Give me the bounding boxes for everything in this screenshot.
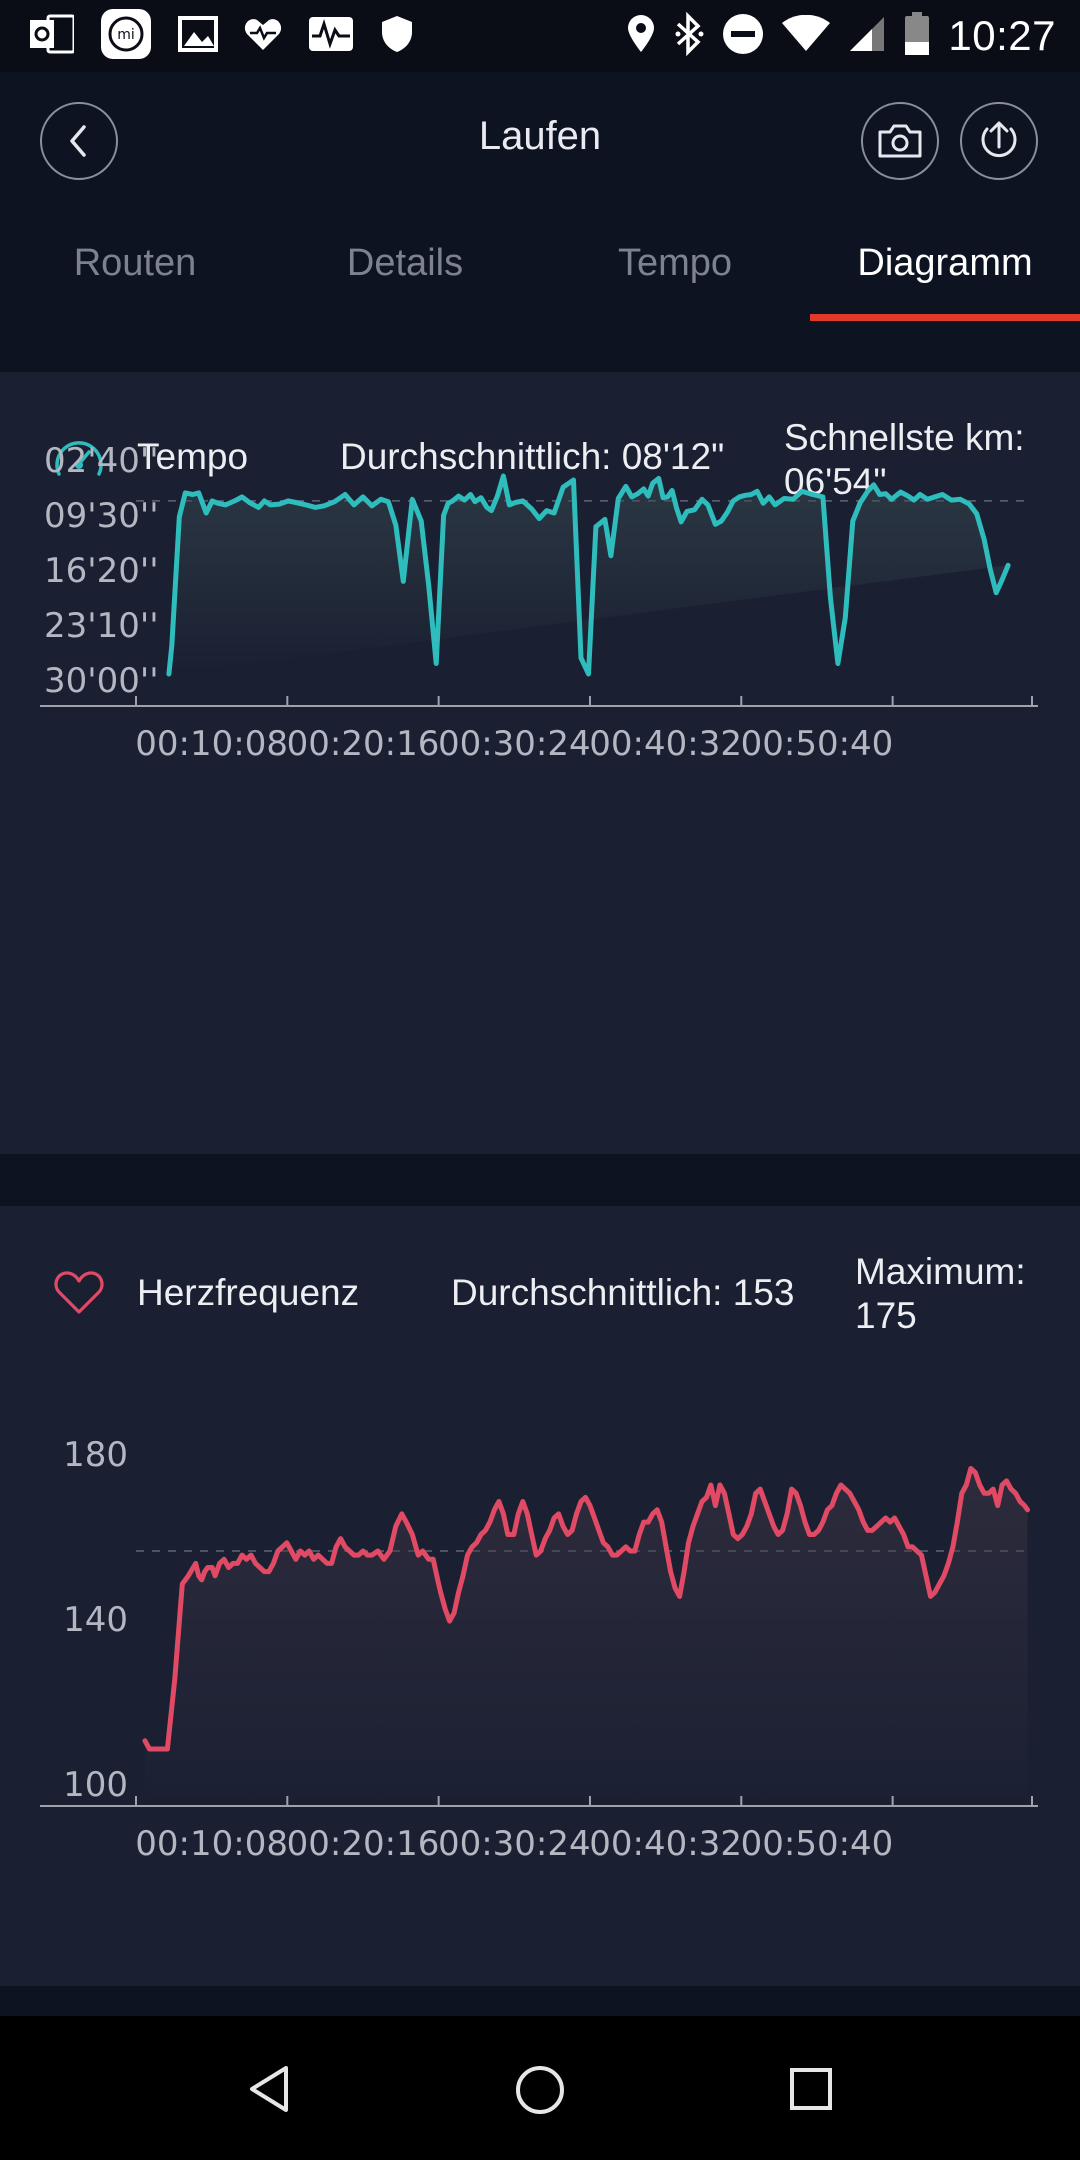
camera-icon: [878, 124, 922, 158]
y-tick-label: 23'10'': [44, 606, 159, 646]
x-tick-label: 00:40:32: [589, 1824, 742, 1864]
y-tick-label: 09'30'': [44, 496, 159, 536]
clock: 10:27: [948, 12, 1056, 59]
wifi-icon: [782, 14, 831, 58]
location-icon: [626, 14, 656, 59]
tab-diagramm[interactable]: Diagramm: [857, 242, 1033, 284]
app-bar: Laufen: [0, 72, 1080, 212]
tab-bar: Routen Details Tempo Diagramm: [0, 212, 1080, 324]
notification-icons: mi: [30, 8, 414, 59]
active-tab-indicator: [810, 314, 1080, 321]
svg-text:mi: mi: [117, 27, 135, 43]
page-title: Laufen: [478, 114, 602, 158]
share-button[interactable]: [960, 102, 1038, 180]
upload-icon: [981, 121, 1017, 158]
outlook-icon: [30, 14, 76, 59]
x-tick-label: 00:10:08: [135, 1824, 288, 1864]
tempo-chart: 00:10:08 00:20:16 00:30:24 00:40:32 00:50:40…: [0, 441, 1080, 1052]
back-triangle-icon[interactable]: [246, 2064, 294, 2119]
camera-button[interactable]: [861, 102, 939, 180]
navigation-bar: [0, 2016, 1080, 2160]
tempo-plot-group: 00:10:0800:20:1600:30:2400:40:3200:50:40…: [40, 441, 1038, 764]
heart-rate-chart-svg: 00:10:0800:20:1600:30:2400:40:3200:50:40…: [40, 1435, 1038, 1864]
cell-signal-icon: [848, 15, 886, 58]
shield-icon: [380, 14, 414, 59]
tempo-card: Tempo Durchschnittlich: 08'12" Schnellst…: [0, 372, 1080, 1154]
do-not-disturb-icon: [722, 13, 764, 60]
gallery-icon: [178, 15, 218, 57]
x-tick-label: 00:20:16: [287, 724, 440, 764]
speedometer-icon: [52, 434, 106, 485]
x-tick-label: 00:10:08: [135, 724, 288, 764]
activity-icon: [308, 16, 354, 57]
heart-rate-label: Herzfrequenz: [137, 1272, 360, 1313]
x-tick-label: 00:20:16: [287, 1824, 440, 1864]
x-tick-label: 00:40:32: [589, 724, 742, 764]
x-tick-label: 00:30:24: [438, 1824, 591, 1864]
bluetooth-icon: [674, 11, 704, 61]
y-tick-label: 30'00'': [44, 661, 159, 701]
heart-rate-icon: [244, 16, 282, 57]
series-area-fill: [168, 476, 1009, 674]
back-button[interactable]: [40, 102, 118, 180]
tempo-chart-svg: 00:10:0800:20:1600:30:2400:40:3200:50:40…: [40, 441, 1038, 764]
tempo-average: Durchschnittlich: 08'12": [340, 436, 725, 477]
tempo-label: Tempo: [137, 436, 249, 477]
x-tick-label: 00:50:40: [741, 724, 894, 764]
heart-rate-max-value: 175: [855, 1295, 917, 1336]
recents-square-icon[interactable]: [788, 2066, 834, 2117]
home-circle-icon[interactable]: [514, 2064, 566, 2121]
x-tick-label: 00:50:40: [741, 1824, 894, 1864]
status-bar: mi 10:27: [0, 0, 1080, 72]
tempo-fastest-label: Schnellste km:: [784, 417, 1025, 458]
y-tick-label: 100: [63, 1765, 128, 1805]
tempo-line: [166, 473, 1011, 677]
x-tick-label: 00:30:24: [438, 724, 591, 764]
heart-rate-max-label: Maximum:: [855, 1251, 1026, 1292]
y-tick-label: 180: [63, 1435, 128, 1475]
y-tick-label: 140: [63, 1600, 128, 1640]
heart-rate-card: Herzfrequenz Durchschnittlich: 153 Maxim…: [0, 1206, 1080, 1986]
tab-routen[interactable]: Routen: [73, 242, 197, 284]
chevron-left-icon: [70, 125, 86, 157]
series-area-fill: [145, 1468, 1028, 1806]
y-tick-label: 16'20'': [44, 551, 159, 591]
tempo-card-header: Tempo Durchschnittlich: 08'12" Schnellst…: [0, 372, 1080, 532]
system-icons: 10:27: [626, 10, 1056, 62]
heart-rate-maximum: Maximum: 175: [855, 1250, 1026, 1338]
heart-rate-line: [142, 1466, 1030, 1752]
tab-tempo[interactable]: Tempo: [617, 242, 733, 284]
battery-icon: [904, 11, 930, 61]
mi-fit-icon: mi: [100, 8, 152, 65]
heart-icon: [52, 1270, 106, 1321]
heart-plot-group: 00:10:0800:20:1600:30:2400:40:3200:50:40…: [40, 1435, 1038, 1864]
heart-rate-card-header: Herzfrequenz Durchschnittlich: 153 Maxim…: [0, 1206, 1080, 1366]
tab-details[interactable]: Details: [346, 242, 464, 284]
y-tick-label: 02'40'': [44, 441, 159, 481]
heart-rate-average: Durchschnittlich: 153: [451, 1272, 795, 1313]
heart-rate-chart: 00:10:08 00:20:16 00:30:24 00:40:32 00:50:40…: [0, 1386, 1080, 1886]
